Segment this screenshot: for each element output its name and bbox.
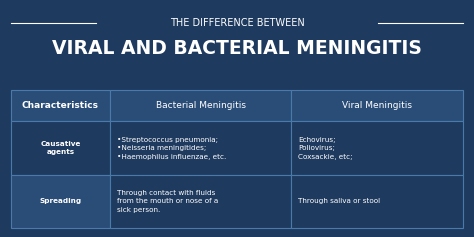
Bar [11, 90, 110, 121]
Text: Echovirus;
Poliovirus;
Coxsackie, etc;: Echovirus; Poliovirus; Coxsackie, etc; [299, 137, 353, 160]
Text: VIRAL AND BACTERIAL MENINGITIS: VIRAL AND BACTERIAL MENINGITIS [52, 39, 422, 58]
Bar [110, 121, 292, 175]
Text: Causative
agents: Causative agents [40, 141, 81, 155]
Bar [292, 175, 463, 228]
Bar [292, 121, 463, 175]
Bar [110, 90, 292, 121]
Bar [292, 90, 463, 121]
Text: Through contact with fluids
from the mouth or nose of a
sick person.: Through contact with fluids from the mou… [118, 190, 219, 213]
Text: Viral Meningitis: Viral Meningitis [342, 101, 412, 110]
Text: THE DIFFERENCE BETWEEN: THE DIFFERENCE BETWEEN [170, 18, 304, 27]
Text: Bacterial Meningitis: Bacterial Meningitis [156, 101, 246, 110]
Text: Spreading: Spreading [39, 198, 82, 205]
Text: •Streptococcus pneumonia;
•Neisseria meningitides;
•Haemophilus influenzae, etc.: •Streptococcus pneumonia; •Neisseria men… [118, 137, 227, 160]
Bar [110, 175, 292, 228]
Bar [11, 121, 110, 175]
Text: Through saliva or stool: Through saliva or stool [299, 198, 381, 205]
Bar [11, 175, 110, 228]
Text: Characteristics: Characteristics [22, 101, 99, 110]
